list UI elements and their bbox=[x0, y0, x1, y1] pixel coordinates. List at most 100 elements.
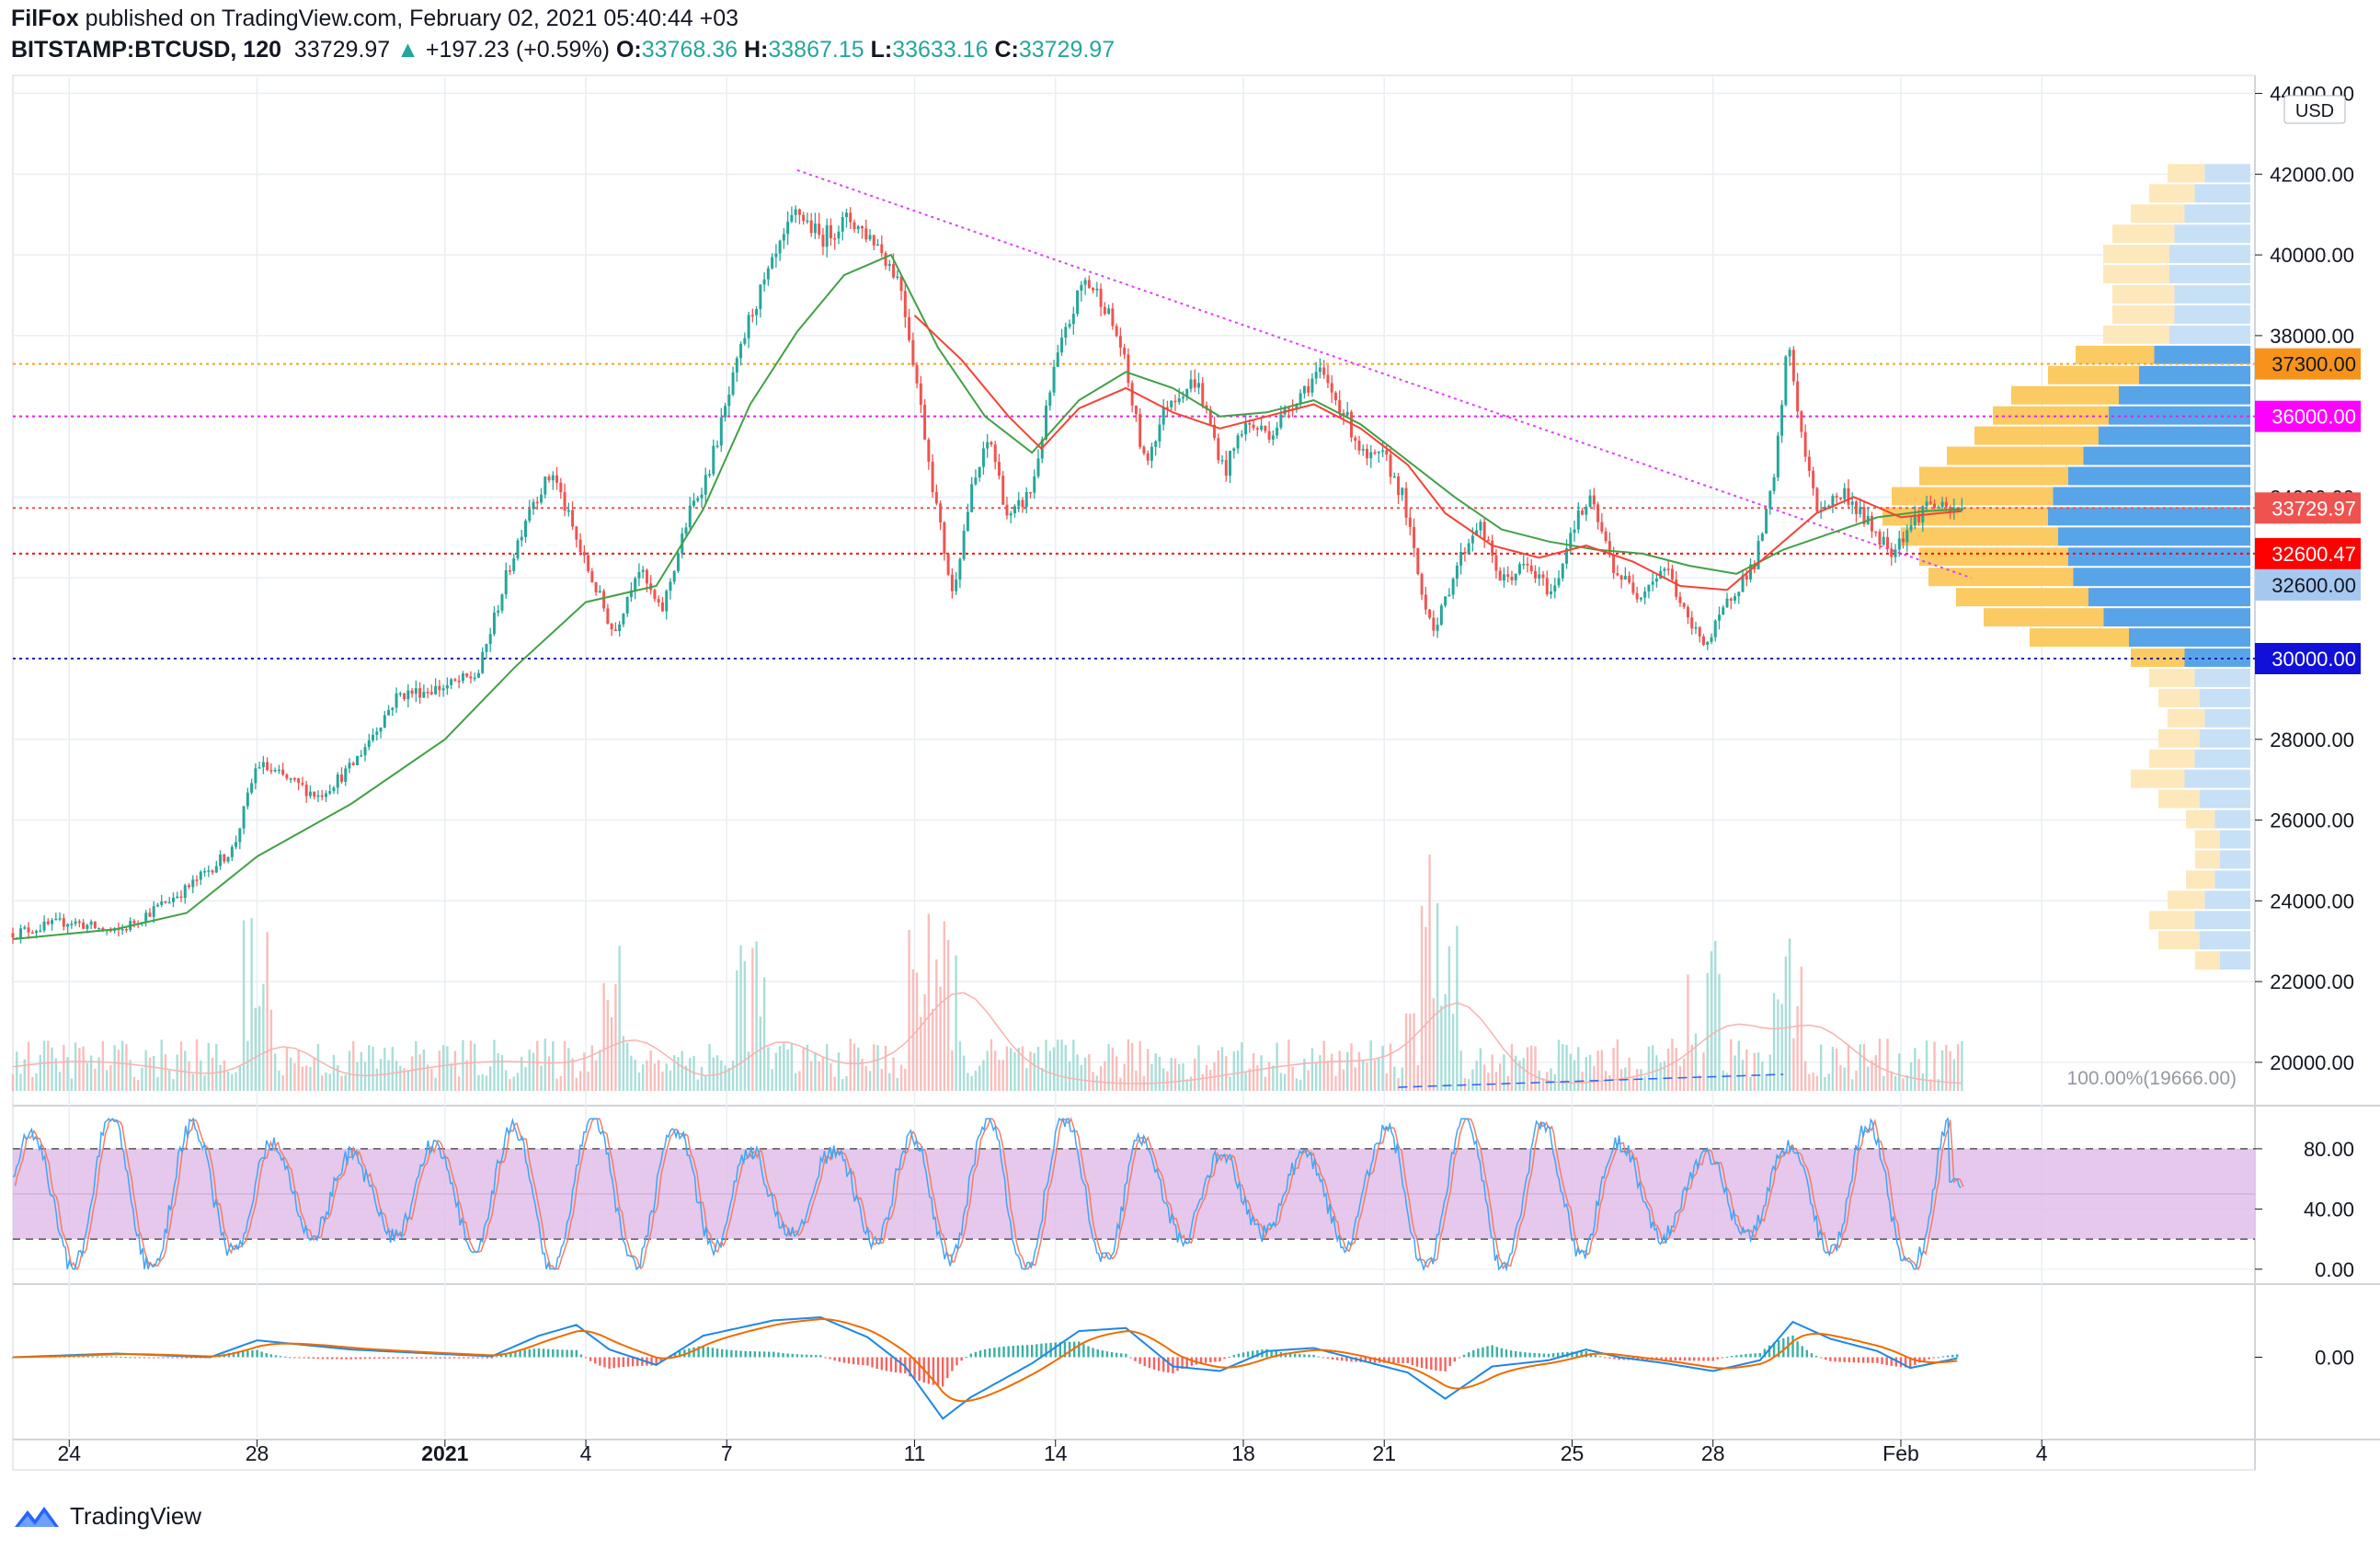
volume-bar bbox=[888, 1073, 891, 1091]
candle-body bbox=[731, 373, 735, 395]
last-price: 33729.97 bbox=[293, 37, 391, 63]
symbol-label[interactable]: BITSTAMP:BTCUSD, 120 bbox=[11, 37, 282, 63]
volume-profile-bar-up bbox=[2103, 265, 2169, 284]
candle-body bbox=[1854, 501, 1858, 514]
volume-bar bbox=[1651, 1045, 1654, 1091]
volume-bar bbox=[297, 1050, 300, 1091]
candle-body bbox=[395, 693, 398, 708]
macd-histogram-bar bbox=[486, 1357, 488, 1359]
candle-body bbox=[1366, 448, 1368, 459]
volume-profile-bar-down bbox=[2169, 245, 2250, 264]
candle-body bbox=[1776, 435, 1779, 477]
candle-body bbox=[1928, 501, 1932, 504]
candle-body bbox=[1017, 499, 1021, 507]
volume-bar bbox=[1878, 1038, 1882, 1091]
macd-histogram-bar bbox=[1801, 1346, 1803, 1358]
volume-bar bbox=[1831, 1046, 1835, 1091]
macd-histogram-bar bbox=[1199, 1357, 1203, 1364]
volume-bar bbox=[1867, 1066, 1870, 1091]
volume-bar bbox=[1366, 1062, 1368, 1091]
macd-histogram-bar bbox=[1857, 1357, 1860, 1363]
volume-bar bbox=[1616, 1039, 1619, 1091]
volume-bar bbox=[117, 1050, 120, 1091]
price-label: 36000.00 bbox=[2271, 406, 2356, 429]
candle-body bbox=[301, 783, 304, 786]
macd-histogram-bar bbox=[951, 1357, 954, 1371]
macd-histogram-bar bbox=[1388, 1357, 1390, 1363]
macd-histogram-bar bbox=[439, 1357, 441, 1359]
volume-bar bbox=[462, 1039, 464, 1091]
volume-bar bbox=[1600, 1050, 1604, 1091]
macd-histogram-bar bbox=[105, 1356, 109, 1358]
candle-body bbox=[261, 762, 265, 768]
author-name[interactable]: FilFox bbox=[11, 6, 79, 31]
volume-bar bbox=[1487, 1073, 1490, 1091]
candle-body bbox=[1154, 441, 1158, 447]
macd-histogram-bar bbox=[1932, 1357, 1935, 1359]
volume-bar bbox=[1432, 998, 1436, 1091]
macd-histogram-bar bbox=[505, 1353, 508, 1358]
volume-bar bbox=[1413, 1013, 1415, 1091]
candle-body bbox=[1651, 581, 1654, 585]
volume-bar bbox=[184, 1050, 187, 1091]
macd-histogram-bar bbox=[1448, 1357, 1451, 1367]
volume-bar bbox=[1404, 1013, 1408, 1091]
volume-bar bbox=[207, 1042, 210, 1091]
candle-body bbox=[1033, 476, 1036, 493]
volume-bar bbox=[360, 1051, 362, 1091]
volume-bar bbox=[1350, 1043, 1353, 1091]
volume-bar bbox=[203, 1074, 206, 1091]
volume-profile-bar-up bbox=[2158, 789, 2200, 809]
candle-body bbox=[1604, 531, 1608, 542]
volume-bar bbox=[281, 1075, 284, 1091]
candle-body bbox=[1048, 392, 1052, 407]
stoch-tick-label: 40.00 bbox=[2304, 1198, 2354, 1221]
macd-histogram-bar bbox=[1078, 1341, 1081, 1358]
macd-histogram-bar bbox=[1115, 1352, 1118, 1358]
volume-bar bbox=[1952, 1059, 1956, 1091]
volume-bar bbox=[669, 1070, 672, 1091]
candle-body bbox=[1694, 626, 1698, 629]
candle-body bbox=[1401, 488, 1404, 496]
macd-histogram-bar bbox=[726, 1349, 728, 1358]
candle-body bbox=[62, 918, 65, 927]
candle-body bbox=[962, 531, 966, 559]
volume-bar bbox=[1847, 1044, 1850, 1091]
candle-body bbox=[516, 540, 520, 558]
candle-body bbox=[837, 231, 841, 239]
candle-body bbox=[1060, 338, 1064, 353]
macd-histogram-bar bbox=[420, 1357, 423, 1359]
candle-body bbox=[919, 383, 922, 406]
candle-body bbox=[372, 734, 375, 740]
candle-body bbox=[1538, 574, 1541, 579]
volume-profile-bar-down bbox=[2220, 830, 2250, 849]
volume-bar bbox=[578, 1071, 582, 1091]
volume-bar bbox=[153, 1055, 155, 1091]
macd-histogram-bar bbox=[772, 1351, 775, 1358]
candle-body bbox=[880, 244, 884, 254]
volume-bar bbox=[136, 1079, 140, 1091]
macd-histogram-bar bbox=[1246, 1351, 1250, 1358]
volume-bar bbox=[309, 1066, 312, 1091]
candle-body bbox=[1381, 450, 1385, 453]
tradingview-brand[interactable]: TradingView bbox=[70, 1502, 202, 1530]
volume-bar bbox=[559, 1075, 563, 1091]
candle-body bbox=[660, 602, 664, 612]
candle-body bbox=[1276, 427, 1279, 436]
candle-body bbox=[1255, 428, 1259, 430]
volume-bar bbox=[1687, 974, 1689, 1091]
candle-body bbox=[497, 610, 500, 613]
macd-histogram-bar bbox=[519, 1350, 521, 1358]
volume-bar bbox=[1815, 1075, 1819, 1091]
macd-histogram-bar bbox=[955, 1357, 958, 1366]
volume-bar bbox=[1905, 1074, 1908, 1091]
macd-histogram-bar bbox=[918, 1357, 921, 1382]
macd-histogram-bar bbox=[570, 1349, 573, 1358]
candle-body bbox=[1663, 568, 1666, 571]
candle-body bbox=[876, 244, 880, 247]
volume-profile-bar-down bbox=[2204, 890, 2250, 910]
volume-bar bbox=[1671, 1038, 1674, 1091]
candle-body bbox=[1029, 491, 1032, 494]
macd-histogram-bar bbox=[692, 1347, 695, 1358]
